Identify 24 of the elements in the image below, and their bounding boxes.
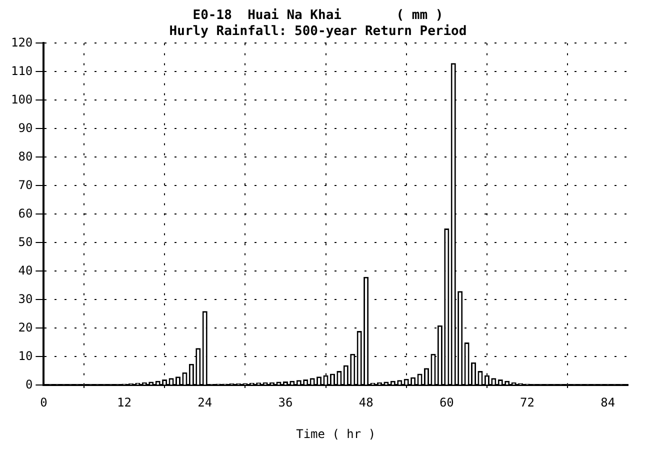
y-tick-label: 30 bbox=[18, 292, 33, 306]
x-tick-label: 72 bbox=[520, 396, 534, 410]
y-tick-label: 80 bbox=[18, 149, 33, 164]
y-tick-label: 70 bbox=[18, 178, 33, 192]
x-tick-label: 36 bbox=[278, 396, 293, 410]
x-tick-label: 0 bbox=[40, 396, 48, 410]
chart-title: E0-18 Huai Na Khai ( mm ) bbox=[192, 8, 444, 24]
y-tick-label: 110 bbox=[10, 64, 33, 78]
y-tick-label: 20 bbox=[18, 320, 33, 334]
y-tick-label: 0 bbox=[25, 377, 33, 392]
x-tick-label: 48 bbox=[358, 396, 374, 410]
y-tick-label: 40 bbox=[18, 263, 33, 278]
x-tick-label: 84 bbox=[600, 396, 616, 410]
x-tick-label: 60 bbox=[439, 396, 454, 410]
y-tick-label: 10 bbox=[18, 348, 33, 363]
x-tick-label: 12 bbox=[117, 396, 132, 410]
y-tick-label: 90 bbox=[18, 120, 33, 135]
chart-subtitle: Hurly Rainfall: 500-year Return Period bbox=[169, 24, 467, 39]
x-tick-label: 24 bbox=[198, 396, 212, 410]
y-tick-label: 50 bbox=[18, 234, 33, 249]
y-tick-label: 100 bbox=[10, 92, 33, 106]
y-tick-label: 120 bbox=[10, 35, 33, 50]
y-tick-label: 60 bbox=[18, 206, 33, 220]
x-axis-title: Time ( hr ) bbox=[296, 426, 376, 441]
